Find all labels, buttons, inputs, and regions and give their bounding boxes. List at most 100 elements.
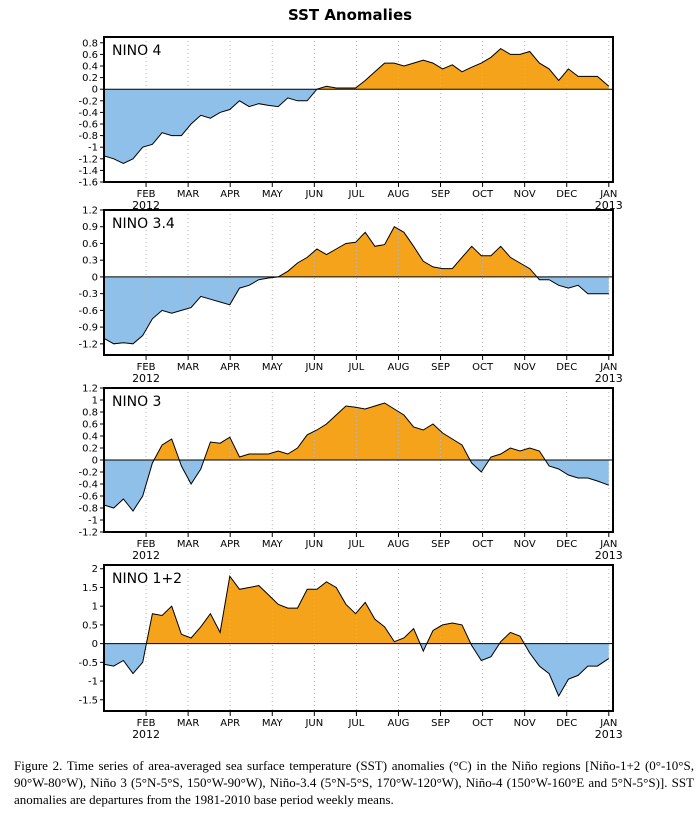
negative-anomaly-area xyxy=(104,460,609,511)
month-label: MAY xyxy=(262,189,284,200)
series-line xyxy=(104,574,610,698)
series-line xyxy=(104,402,609,512)
month-label: MAR xyxy=(177,362,199,373)
y-tick-label: -0.4 xyxy=(78,108,98,119)
month-label: SEP xyxy=(431,362,450,373)
y-tick-label: -0.3 xyxy=(78,289,98,300)
region-label: NINO 3.4 xyxy=(112,216,175,232)
y-tick-label: -1 xyxy=(88,516,98,527)
y-tick-label: -0.2 xyxy=(78,468,98,479)
year-label-start: 2012 xyxy=(132,728,160,741)
y-tick-label: 0.2 xyxy=(82,73,98,84)
year-label-end: 2013 xyxy=(595,372,623,385)
y-tick-label: -1.2 xyxy=(78,154,98,165)
series-line xyxy=(104,226,609,345)
month-label: JUL xyxy=(347,362,364,373)
month-label: MAY xyxy=(262,718,284,729)
y-tick-label: 0.6 xyxy=(82,50,98,61)
month-label: JUN xyxy=(304,539,323,550)
positive-anomaly-area xyxy=(104,48,609,90)
plot-frame xyxy=(103,209,614,356)
y-tick-label: -1.4 xyxy=(78,166,98,177)
y-tick-label: 1 xyxy=(92,396,98,407)
y-tick-label: -0.6 xyxy=(78,306,98,317)
negative-anomaly-area xyxy=(104,89,609,164)
panel-nino-3: 1.210.80.60.40.20-0.2-0.4-0.6-0.8-1-1.2 F… xyxy=(78,384,622,563)
negative-anomaly-area xyxy=(104,643,609,696)
y-tick-label: -0.2 xyxy=(78,96,98,107)
month-label: OCT xyxy=(472,362,494,373)
month-label: JAN xyxy=(599,539,617,550)
y-tick-label: -0.8 xyxy=(78,131,98,142)
y-tick-label: 0 xyxy=(92,456,98,467)
month-label: OCT xyxy=(472,189,494,200)
month-label: NOV xyxy=(514,718,536,729)
y-tick-label: -0.6 xyxy=(78,492,98,503)
month-label: JUL xyxy=(347,189,364,200)
month-label: FEB xyxy=(137,718,156,729)
month-label: OCT xyxy=(472,718,494,729)
month-label: SEP xyxy=(431,718,450,729)
y-tick-label: -1.5 xyxy=(78,695,98,706)
month-label: MAY xyxy=(262,539,284,550)
y-tick-label: -1.2 xyxy=(78,528,98,539)
month-label: FEB xyxy=(137,539,156,550)
month-label: APR xyxy=(220,189,240,200)
month-label: SEP xyxy=(431,189,450,200)
month-label: MAR xyxy=(177,539,199,550)
month-label: DEC xyxy=(556,362,577,373)
month-label: AUG xyxy=(388,539,410,550)
y-tick-label: 0.8 xyxy=(82,38,98,49)
negative-anomaly-area xyxy=(104,276,609,344)
month-label: JUN xyxy=(304,189,323,200)
month-label: JAN xyxy=(599,718,617,729)
month-label: MAR xyxy=(177,718,199,729)
month-label: JUL xyxy=(347,718,364,729)
month-label: JUL xyxy=(347,539,364,550)
y-tick-label: -0.9 xyxy=(78,323,98,334)
region-label: NINO 4 xyxy=(112,43,162,59)
month-label: AUG xyxy=(388,718,410,729)
panel-nino-1-2: 2 1.5 1 0.5 0 -0.5 -1 -1.5 FEB MAR APR MAY JUN JUL AUG… xyxy=(78,564,623,741)
year-label-end: 2013 xyxy=(595,199,623,212)
region-label: NINO 3 xyxy=(112,394,161,410)
year-label-end: 2013 xyxy=(595,549,623,562)
y-tick-label: 0.8 xyxy=(82,408,98,419)
y-tick-label: 0.4 xyxy=(82,432,98,443)
y-tick-label: 0.5 xyxy=(82,620,98,631)
figure-caption: Figure 2. Time series of area-averaged s… xyxy=(14,758,694,807)
month-label: MAY xyxy=(262,362,284,373)
y-tick-label: 1.2 xyxy=(82,206,98,217)
y-tick-label: 0.9 xyxy=(82,222,98,233)
year-label-end: 2013 xyxy=(595,728,623,741)
month-label: APR xyxy=(220,718,240,729)
year-label-start: 2012 xyxy=(132,199,160,212)
charts-canvas: 0.80.60.40.20-0.2-0.4-0.6-0.8-1-1.2-1.4-… xyxy=(78,36,623,741)
plot-frame xyxy=(103,564,614,712)
y-tick-label: -0.4 xyxy=(78,480,98,491)
y-tick-label: -0.8 xyxy=(78,504,98,515)
month-label: JUN xyxy=(304,718,323,729)
y-tick-label: 0.3 xyxy=(82,256,98,267)
month-label: NOV xyxy=(514,362,536,373)
month-label: FEB xyxy=(137,362,156,373)
positive-anomaly-area xyxy=(104,403,609,460)
y-tick-label: -0.6 xyxy=(78,120,98,131)
y-tick-label: 0.2 xyxy=(82,444,98,455)
month-label: SEP xyxy=(431,539,450,550)
month-label: DEC xyxy=(556,189,577,200)
y-tick-label: 0 xyxy=(92,272,98,283)
month-label: APR xyxy=(220,362,240,373)
month-label: NOV xyxy=(514,539,536,550)
y-tick-label: 0 xyxy=(92,639,98,650)
y-tick-label: 0 xyxy=(92,85,98,96)
positive-anomaly-area xyxy=(104,226,609,277)
y-tick-label: -0.5 xyxy=(78,658,98,669)
y-tick-label: 1.2 xyxy=(82,384,98,395)
month-label: AUG xyxy=(388,189,410,200)
y-tick-label: -1.2 xyxy=(78,339,98,350)
y-tick-label: 0.4 xyxy=(82,62,98,73)
month-label: APR xyxy=(220,539,240,550)
month-label: DEC xyxy=(556,718,577,729)
year-label-start: 2012 xyxy=(132,372,160,385)
